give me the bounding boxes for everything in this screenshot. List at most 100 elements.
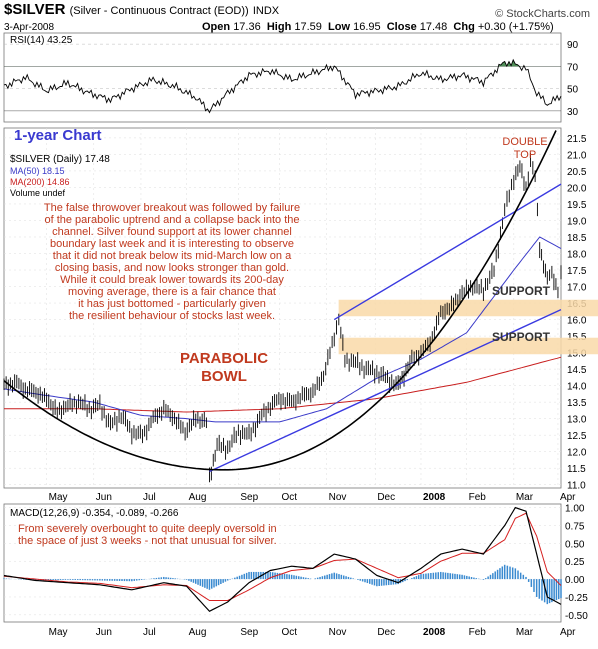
macd-x-tick-label: Aug bbox=[189, 627, 207, 638]
annotation-line: of the parabolic uptrend and a collapse … bbox=[44, 214, 299, 226]
chg-label: Chg bbox=[453, 21, 475, 33]
price-x-tick-label: Jul bbox=[143, 492, 156, 503]
chart-title: $SILVER (Silver - Continuous Contract (E… bbox=[4, 1, 279, 18]
price-tick-label: 12.5 bbox=[567, 431, 587, 442]
macd-line bbox=[3, 506, 562, 613]
open-label: Open bbox=[202, 21, 231, 33]
price-tick-label: 18.5 bbox=[567, 233, 587, 244]
price-x-tick-label: Oct bbox=[281, 492, 297, 503]
price-tick-label: 12.0 bbox=[567, 448, 587, 459]
legend-ma50: MA(50) 18.15 bbox=[10, 166, 65, 176]
macd-x-tick-label: Dec bbox=[377, 627, 395, 638]
symbol: $SILVER bbox=[4, 1, 66, 18]
close-value: 17.48 bbox=[419, 21, 448, 33]
annotation-line: The false throwover breakout was followe… bbox=[44, 202, 300, 214]
low-label: Low bbox=[328, 21, 351, 33]
chart-date: 3-Apr-2008 bbox=[4, 22, 55, 33]
price-tick-label: 15.5 bbox=[567, 332, 587, 343]
chg-value: +0.30 (+1.75%) bbox=[477, 21, 554, 33]
price-x-tick-label: Mar bbox=[516, 492, 534, 503]
macd-x-tick-label: Feb bbox=[469, 627, 487, 638]
annotation-line: the resilient behaviour of stocks last w… bbox=[69, 310, 275, 322]
annotation-line: channel. Silver found support at its low… bbox=[52, 226, 292, 238]
open-value: 17.36 bbox=[233, 21, 261, 33]
price-tick-label: 20.5 bbox=[567, 167, 587, 178]
price-tick-label: 18.0 bbox=[567, 250, 587, 261]
legend-volume: Volume undef bbox=[10, 188, 66, 198]
rsi-tick-label: 50 bbox=[567, 85, 579, 96]
ma200-line bbox=[4, 356, 562, 413]
chart-period-title: 1-year Chart bbox=[14, 127, 102, 144]
price-tick-label: 21.5 bbox=[567, 134, 587, 145]
parabolic-label: PARABOLIC bbox=[180, 350, 268, 367]
annotation-line: moving average, there is a fair chance t… bbox=[68, 286, 276, 298]
price-tick-label: 17.5 bbox=[567, 266, 587, 277]
macd-tick-label: 0.25 bbox=[565, 557, 585, 568]
annotation-line: While it could break lower towards its 2… bbox=[60, 274, 284, 286]
double-label: DOUBLE bbox=[502, 136, 547, 148]
macd-x-tick-label: Jul bbox=[143, 627, 156, 638]
macd-tick-label: 0.50 bbox=[565, 539, 585, 550]
price-x-tick-label: Sep bbox=[240, 492, 258, 503]
price-tick-label: 19.5 bbox=[567, 200, 587, 211]
macd-tick-label: 1.00 bbox=[565, 504, 585, 515]
price-x-tick-label: Dec bbox=[377, 492, 395, 503]
macd-x-tick-label: Sep bbox=[240, 627, 258, 638]
price-x-tick-label: May bbox=[49, 492, 68, 503]
price-tick-label: 20.0 bbox=[567, 183, 587, 194]
price-x-tick-label: Aug bbox=[189, 492, 207, 503]
stockcharts-credit: © StockCharts.com bbox=[495, 8, 590, 20]
price-tick-label: 14.5 bbox=[567, 365, 587, 376]
macd-x-tick-label: May bbox=[49, 627, 68, 638]
legend-silver: $SILVER (Daily) 17.48 bbox=[10, 154, 110, 165]
macd-note-line: From severely overbought to quite deeply… bbox=[18, 523, 277, 535]
rsi-tick-label: 90 bbox=[567, 40, 579, 51]
macd-tick-label: 0.00 bbox=[565, 575, 585, 586]
support-zone-1 bbox=[338, 299, 598, 317]
rsi-tick-label: 70 bbox=[567, 62, 579, 73]
macd-legend: MACD(12,26,9) -0.354, -0.089, -0.266 bbox=[10, 508, 179, 519]
close-label: Close bbox=[386, 21, 417, 33]
macd-tick-label: -0.50 bbox=[565, 611, 588, 622]
subtitle: (Silver - Continuous Contract (EOD)) bbox=[69, 5, 249, 17]
annotation-line: boundary last week and it is interesting… bbox=[50, 238, 294, 250]
price-tick-label: 14.0 bbox=[567, 382, 587, 393]
price-tick-label: 13.0 bbox=[567, 415, 587, 426]
price-tick-label: 13.5 bbox=[567, 398, 587, 409]
macd-tick-label: -0.25 bbox=[565, 593, 588, 604]
price-tick-label: 19.0 bbox=[567, 216, 587, 227]
high-value: 17.59 bbox=[294, 21, 322, 33]
low-value: 16.95 bbox=[353, 21, 381, 33]
annotation-line: it has just bottomed - particularly give… bbox=[78, 298, 266, 310]
rsi-overbought-fill bbox=[4, 59, 561, 67]
bowl-label: BOWL bbox=[201, 368, 247, 385]
high-label: High bbox=[266, 21, 292, 33]
price-x-tick-label: Jun bbox=[96, 492, 112, 503]
macd-tick-label: 0.75 bbox=[565, 521, 585, 532]
price-tick-label: 21.0 bbox=[567, 150, 587, 161]
macd-note-line: the space of just 3 weeks - not that unu… bbox=[18, 535, 277, 547]
exchange: INDX bbox=[252, 5, 280, 17]
price-x-tick-label: Nov bbox=[329, 492, 347, 503]
price-x-tick-label: Apr bbox=[560, 492, 576, 503]
rsi-tick-label: 30 bbox=[567, 107, 579, 118]
price-tick-label: 17.0 bbox=[567, 283, 587, 294]
ohlc-readout: Open 17.36 High 17.59 Low 16.95 Close 17… bbox=[202, 21, 554, 33]
price-tick-label: 11.5 bbox=[567, 464, 586, 475]
rsi-legend: RSI(14) 43.25 bbox=[10, 35, 73, 46]
macd-x-tick-label: Apr bbox=[560, 627, 576, 638]
price-tick-label: 11.0 bbox=[567, 481, 586, 492]
legend-ma200: MA(200) 14.86 bbox=[10, 177, 70, 187]
macd-panel-frame bbox=[3, 503, 562, 623]
parabolic-bowl-curve bbox=[3, 130, 557, 471]
price-x-tick-label: Feb bbox=[469, 492, 487, 503]
annotation-line: closing basis, and now looks stronger th… bbox=[55, 262, 289, 274]
macd-x-tick-label: Oct bbox=[281, 627, 297, 638]
rsi-panel-frame bbox=[3, 32, 562, 123]
macd-x-tick-label: Nov bbox=[329, 627, 347, 638]
macd-x-tick-label: Mar bbox=[516, 627, 534, 638]
macd-x-tick-label: Jun bbox=[96, 627, 112, 638]
upper-channel-line bbox=[333, 183, 562, 321]
ma50-line bbox=[3, 236, 562, 423]
